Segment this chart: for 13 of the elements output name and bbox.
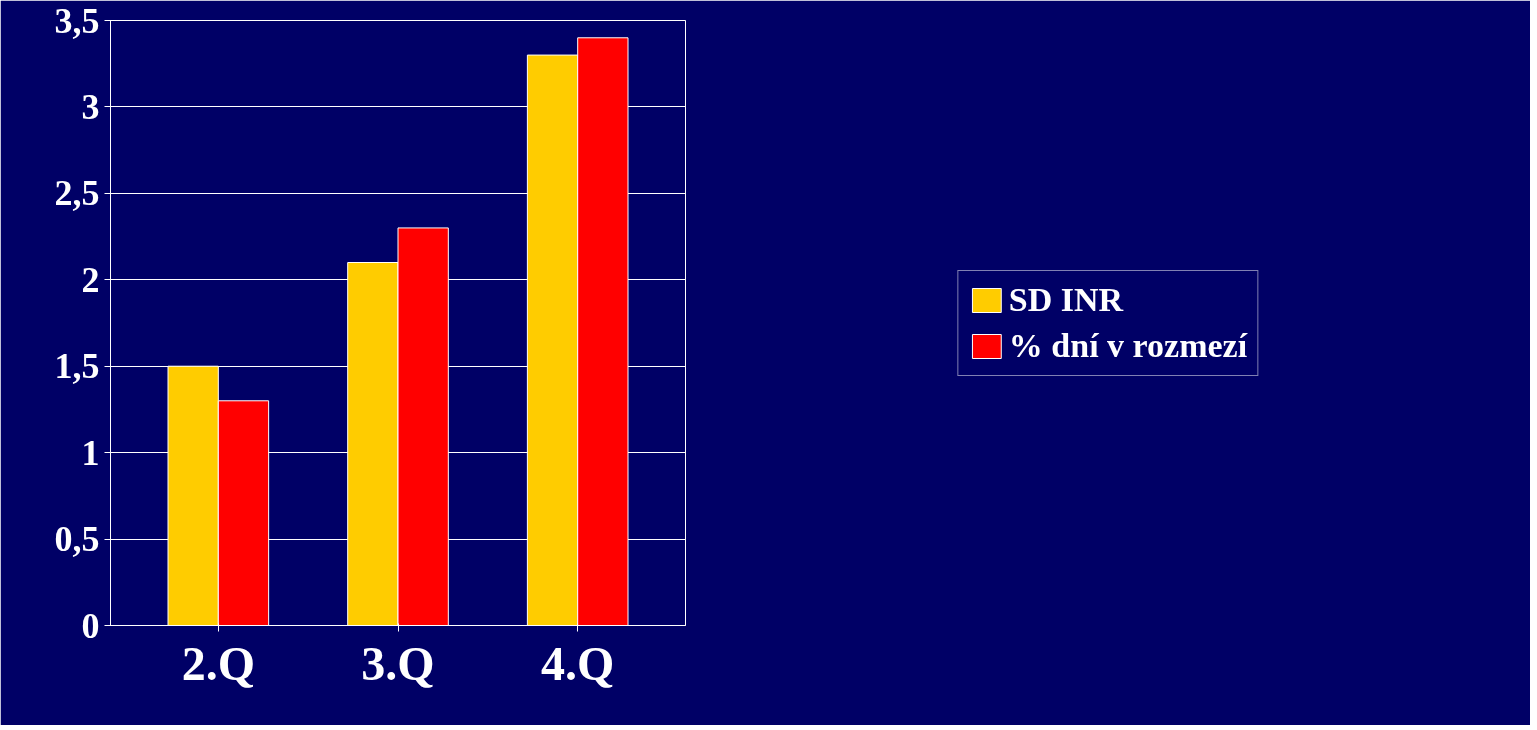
y-tick-label: 0 xyxy=(81,605,100,646)
x-tick-label: 3.Q xyxy=(361,636,435,690)
y-tick-label: 2,5 xyxy=(54,173,100,214)
y-tick-label: 3,5 xyxy=(54,0,100,41)
x-tick-label: 2.Q xyxy=(181,636,255,690)
y-tick-label: 0,5 xyxy=(54,519,100,560)
y-tick-label: 3 xyxy=(81,86,100,127)
y-tick-label: 1,5 xyxy=(54,346,100,387)
y-tick-label: 2 xyxy=(81,259,100,300)
x-tick-label: 4.Q xyxy=(541,636,615,690)
legend-label: % dní v rozmezí xyxy=(1008,326,1248,365)
y-tick-label: 1 xyxy=(81,432,100,473)
legend-label: SD INR xyxy=(1008,280,1124,319)
